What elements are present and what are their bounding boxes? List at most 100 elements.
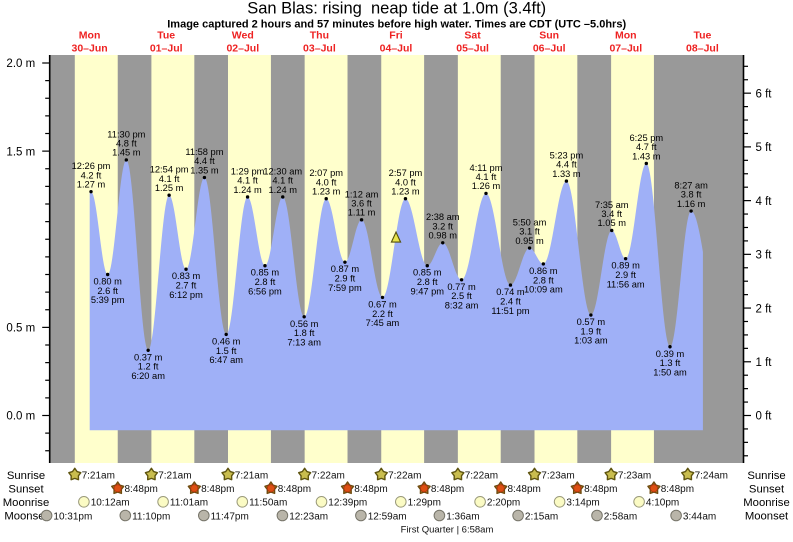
svg-text:11:56 am: 11:56 am — [607, 279, 645, 289]
svg-text:1.24 m: 1.24 m — [233, 185, 262, 195]
svg-text:2.0 m: 2.0 m — [6, 58, 35, 70]
svg-text:1.26 m: 1.26 m — [472, 181, 501, 191]
svg-text:5 ft: 5 ft — [756, 142, 773, 154]
svg-text:0.5 m: 0.5 m — [6, 323, 35, 335]
svg-text:1:03 am: 1:03 am — [574, 336, 608, 346]
svg-text:11:58 pm: 11:58 pm — [185, 147, 223, 157]
svg-text:06–Jul: 06–Jul — [533, 43, 566, 55]
svg-text:3:44am: 3:44am — [683, 511, 716, 522]
svg-text:2:57 pm: 2:57 pm — [389, 168, 423, 178]
svg-text:7:59 pm: 7:59 pm — [328, 283, 362, 293]
svg-text:Mon: Mon — [79, 30, 101, 42]
svg-text:2:07 pm: 2:07 pm — [309, 168, 343, 178]
svg-text:0.74 m: 0.74 m — [496, 287, 525, 297]
svg-text:7:45 am: 7:45 am — [366, 318, 400, 328]
svg-text:4:10pm: 4:10pm — [646, 498, 679, 509]
svg-text:7:22am: 7:22am — [388, 471, 421, 482]
svg-text:Sunset: Sunset — [749, 484, 785, 496]
svg-text:Sunrise: Sunrise — [7, 470, 45, 482]
svg-text:Moonrise: Moonrise — [743, 497, 789, 509]
svg-text:2.5 ft: 2.5 ft — [451, 291, 472, 301]
svg-text:8:48pm: 8:48pm — [125, 484, 158, 495]
svg-text:0.37 m: 0.37 m — [134, 352, 163, 362]
svg-text:1.2 ft: 1.2 ft — [138, 362, 159, 372]
svg-text:0.56 m: 0.56 m — [290, 319, 319, 329]
svg-text:8:48pm: 8:48pm — [584, 484, 617, 495]
svg-text:1.5 ft: 1.5 ft — [216, 346, 237, 356]
svg-text:4.7 ft: 4.7 ft — [636, 142, 657, 152]
svg-text:7:24am: 7:24am — [695, 471, 728, 482]
svg-text:02–Jul: 02–Jul — [226, 43, 259, 55]
svg-text:4.0 ft: 4.0 ft — [316, 177, 337, 187]
svg-text:3:14pm: 3:14pm — [566, 498, 599, 509]
svg-text:3.8 ft: 3.8 ft — [681, 190, 702, 200]
svg-text:1.11 m: 1.11 m — [348, 208, 376, 218]
svg-text:4.2 ft: 4.2 ft — [81, 170, 102, 180]
svg-text:12:23am: 12:23am — [289, 511, 328, 522]
svg-text:8:48pm: 8:48pm — [431, 484, 464, 495]
svg-text:Moonrise: Moonrise — [3, 497, 49, 509]
svg-text:Image captured 2 hours and 57: Image captured 2 hours and 57 minutes be… — [167, 19, 626, 31]
svg-text:04–Jul: 04–Jul — [380, 43, 413, 55]
svg-text:1.16 m: 1.16 m — [677, 199, 706, 209]
svg-text:0.46 m: 0.46 m — [212, 336, 241, 346]
svg-text:8:48pm: 8:48pm — [278, 484, 311, 495]
svg-text:10:31pm: 10:31pm — [53, 511, 92, 522]
svg-text:30–Jun: 30–Jun — [72, 43, 108, 55]
svg-text:1:50 am: 1:50 am — [653, 367, 687, 377]
svg-text:6:56 pm: 6:56 pm — [248, 286, 282, 296]
svg-text:8:48pm: 8:48pm — [354, 484, 387, 495]
svg-text:12:54 pm: 12:54 pm — [150, 165, 189, 175]
svg-text:11:01am: 11:01am — [170, 498, 208, 509]
svg-text:0.67 m: 0.67 m — [368, 299, 397, 309]
svg-text:3.1 ft: 3.1 ft — [519, 227, 540, 237]
svg-text:1.23 m: 1.23 m — [312, 187, 341, 197]
svg-text:6:47 am: 6:47 am — [209, 355, 243, 365]
svg-text:08–Jul: 08–Jul — [686, 43, 719, 55]
svg-text:2:38 am: 2:38 am — [426, 212, 460, 222]
svg-text:7:22am: 7:22am — [465, 471, 498, 482]
svg-text:2.9 ft: 2.9 ft — [335, 274, 356, 284]
svg-text:Thu: Thu — [310, 30, 329, 42]
svg-text:1.45 m: 1.45 m — [112, 148, 141, 158]
svg-text:7:23am: 7:23am — [541, 471, 574, 482]
svg-text:11:50am: 11:50am — [249, 498, 287, 509]
svg-text:2:15am: 2:15am — [525, 511, 558, 522]
svg-text:9:47 pm: 9:47 pm — [410, 286, 444, 296]
svg-text:2.8 ft: 2.8 ft — [417, 277, 438, 287]
svg-text:7:23am: 7:23am — [618, 471, 651, 482]
svg-text:2 ft: 2 ft — [756, 303, 773, 315]
svg-text:4.4 ft: 4.4 ft — [556, 160, 577, 170]
svg-text:1:12 am: 1:12 am — [345, 189, 379, 199]
svg-text:8:48pm: 8:48pm — [508, 484, 541, 495]
svg-text:1.35 m: 1.35 m — [190, 165, 219, 175]
svg-text:1:29pm: 1:29pm — [408, 498, 441, 509]
svg-text:01–Jul: 01–Jul — [150, 43, 183, 55]
svg-text:4 ft: 4 ft — [756, 196, 773, 208]
svg-text:11:30 pm: 11:30 pm — [107, 129, 145, 139]
svg-text:Fri: Fri — [389, 30, 403, 42]
svg-text:0.95 m: 0.95 m — [515, 236, 544, 246]
svg-text:2.9 ft: 2.9 ft — [615, 270, 636, 280]
svg-text:11:47pm: 11:47pm — [211, 511, 249, 522]
svg-text:1.27 m: 1.27 m — [77, 179, 106, 189]
svg-text:First Quarter | 6:58am: First Quarter | 6:58am — [401, 525, 494, 536]
svg-text:1.25 m: 1.25 m — [155, 183, 184, 193]
svg-text:1.23 m: 1.23 m — [391, 187, 420, 197]
svg-text:8:32 am: 8:32 am — [445, 300, 479, 310]
svg-text:0 ft: 0 ft — [756, 411, 773, 423]
svg-text:2.6 ft: 2.6 ft — [97, 286, 118, 296]
svg-text:0.83 m: 0.83 m — [172, 271, 201, 281]
svg-text:3 ft: 3 ft — [756, 250, 773, 262]
svg-text:5:23 pm: 5:23 pm — [550, 150, 584, 160]
svg-text:1.3 ft: 1.3 ft — [660, 358, 681, 368]
svg-text:7:21am: 7:21am — [158, 471, 191, 482]
svg-text:11:51 pm: 11:51 pm — [491, 306, 529, 316]
svg-text:1:29 pm: 1:29 pm — [231, 166, 265, 176]
svg-text:7:21am: 7:21am — [82, 471, 115, 482]
svg-text:12:39pm: 12:39pm — [328, 498, 367, 509]
svg-text:6:20 am: 6:20 am — [131, 371, 165, 381]
svg-text:10:12am: 10:12am — [91, 498, 130, 509]
svg-text:1.9 ft: 1.9 ft — [581, 326, 602, 336]
svg-text:2.8 ft: 2.8 ft — [255, 277, 276, 287]
